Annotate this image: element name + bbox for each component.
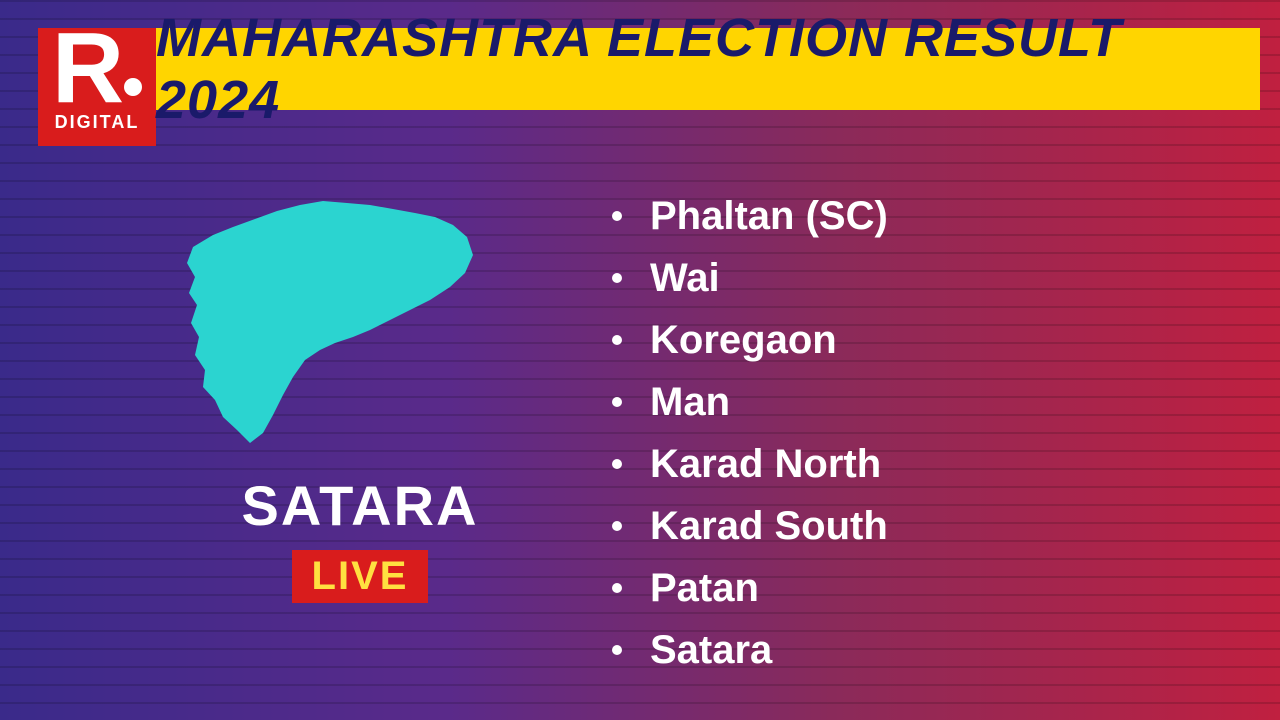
logo-letter-row: R [52, 18, 142, 118]
district-name: SATARA [175, 473, 545, 538]
list-item: Phaltan (SC) [612, 185, 888, 247]
list-item: Patan [612, 557, 888, 619]
list-item: Karad South [612, 495, 888, 557]
constituency-list: Phaltan (SC) Wai Koregaon Man Karad Nort… [612, 185, 888, 681]
live-badge-wrapper: LIVE [175, 538, 545, 603]
list-item: Satara [612, 619, 888, 681]
list-item: Wai [612, 247, 888, 309]
logo-dot-icon [124, 78, 142, 96]
list-item: Koregaon [612, 309, 888, 371]
brand-logo: R DIGITAL [38, 28, 156, 146]
logo-subtext: DIGITAL [55, 112, 140, 133]
list-item: Karad North [612, 433, 888, 495]
district-panel: SATARA LIVE [175, 195, 545, 603]
list-item: Man [612, 371, 888, 433]
headline-bar: MAHARASHTRA ELECTION RESULT 2024 [156, 28, 1260, 110]
map-shape [187, 201, 473, 443]
maharashtra-map-icon [175, 195, 485, 450]
headline-text: MAHARASHTRA ELECTION RESULT 2024 [156, 7, 1260, 131]
live-badge: LIVE [292, 550, 429, 603]
logo-letter: R [52, 18, 120, 118]
